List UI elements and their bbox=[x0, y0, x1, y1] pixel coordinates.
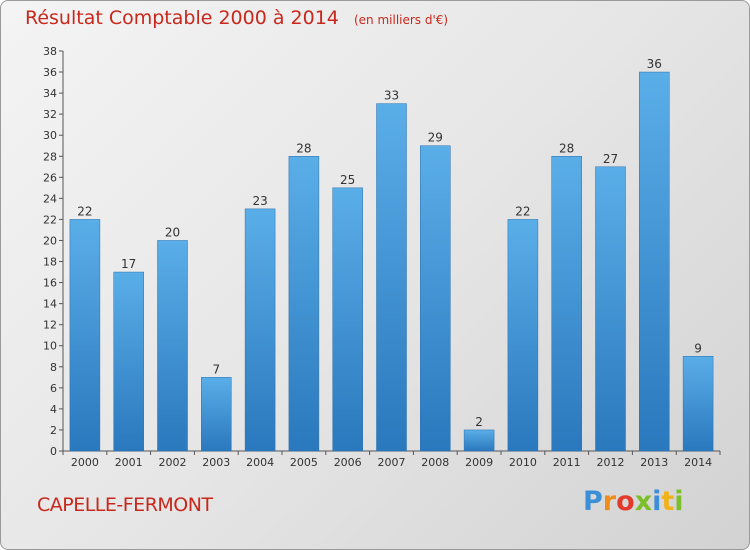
x-tick-label: 2010 bbox=[509, 456, 537, 469]
y-tick-label: 36 bbox=[43, 66, 57, 79]
x-tick-label: 2001 bbox=[115, 456, 143, 469]
proxiti-logo[interactable]: Proxiti bbox=[583, 486, 684, 517]
x-tick-label: 2013 bbox=[640, 456, 668, 469]
bar[interactable] bbox=[420, 145, 451, 452]
logo-letter: x bbox=[634, 486, 653, 517]
bar-value-label: 33 bbox=[384, 89, 399, 103]
bar-value-label: 27 bbox=[603, 152, 618, 166]
bar[interactable] bbox=[551, 156, 582, 452]
bar-value-label: 23 bbox=[252, 194, 267, 208]
y-tick-label: 20 bbox=[43, 234, 57, 247]
bar-value-label: 29 bbox=[428, 131, 443, 145]
x-tick-label: 2007 bbox=[378, 456, 406, 469]
bar-value-label: 28 bbox=[559, 141, 574, 155]
logo-letter: i bbox=[652, 486, 662, 517]
chart-title-unit: (en milliers d'€) bbox=[353, 13, 449, 27]
y-tick-label: 8 bbox=[50, 361, 57, 374]
bar[interactable] bbox=[201, 377, 232, 452]
y-tick-label: 6 bbox=[50, 382, 57, 395]
bar[interactable] bbox=[682, 356, 714, 452]
bar[interactable] bbox=[595, 166, 626, 452]
bar-value-label: 36 bbox=[647, 57, 662, 71]
y-tick-label: 2 bbox=[50, 424, 57, 437]
y-tick-label: 28 bbox=[43, 150, 57, 163]
logo-letter: P bbox=[583, 486, 603, 517]
x-tick-label: 2014 bbox=[684, 456, 712, 469]
y-tick-label: 0 bbox=[50, 445, 57, 458]
bar-value-label: 22 bbox=[515, 204, 530, 218]
bar[interactable] bbox=[244, 208, 276, 452]
bar-value-label: 7 bbox=[212, 362, 220, 376]
chart-title: Résultat Comptable 2000 à 2014 (en milli… bbox=[25, 7, 448, 29]
y-tick-label: 14 bbox=[43, 298, 57, 311]
x-tick-label: 2009 bbox=[465, 456, 493, 469]
y-tick-label: 10 bbox=[43, 340, 57, 353]
bar[interactable] bbox=[288, 156, 320, 452]
y-tick-label: 26 bbox=[43, 171, 57, 184]
y-tick-label: 16 bbox=[43, 277, 57, 290]
bar[interactable] bbox=[507, 219, 539, 452]
x-tick-label: 2005 bbox=[290, 456, 318, 469]
x-tick-label: 2011 bbox=[553, 456, 581, 469]
bar-value-label: 22 bbox=[77, 204, 92, 218]
y-tick-label: 18 bbox=[43, 256, 57, 269]
x-tick-label: 2012 bbox=[597, 456, 625, 469]
x-tick-label: 2003 bbox=[202, 456, 230, 469]
y-tick-label: 38 bbox=[43, 45, 57, 58]
bar-value-label: 17 bbox=[121, 257, 136, 271]
bar[interactable] bbox=[113, 271, 144, 452]
x-tick-label: 2002 bbox=[159, 456, 187, 469]
x-tick-label: 2004 bbox=[246, 456, 274, 469]
y-tick-label: 4 bbox=[50, 403, 57, 416]
x-tick-label: 2000 bbox=[71, 456, 99, 469]
bar[interactable] bbox=[332, 187, 363, 452]
bar-value-label: 2 bbox=[475, 415, 483, 429]
bar[interactable] bbox=[69, 219, 101, 452]
y-tick-label: 30 bbox=[43, 129, 57, 142]
chart-title-main: Résultat Comptable 2000 à 2014 bbox=[25, 7, 339, 29]
bar-value-label: 9 bbox=[694, 341, 702, 355]
bar[interactable] bbox=[376, 103, 407, 452]
logo-letter: r bbox=[602, 486, 617, 517]
y-tick-label: 32 bbox=[43, 108, 57, 121]
logo-letter: o bbox=[616, 486, 635, 517]
bar-value-label: 25 bbox=[340, 173, 355, 187]
x-tick-label: 2006 bbox=[334, 456, 362, 469]
y-tick-label: 24 bbox=[43, 192, 57, 205]
x-tick-label: 2008 bbox=[421, 456, 449, 469]
bar[interactable] bbox=[463, 429, 495, 452]
bar[interactable] bbox=[639, 71, 670, 452]
y-tick-label: 34 bbox=[43, 87, 57, 100]
logo-letter: i bbox=[674, 486, 684, 517]
logo-letter: t bbox=[661, 486, 675, 517]
commune-name: CAPELLE-FERMONT bbox=[37, 494, 213, 516]
bar-value-label: 28 bbox=[296, 141, 311, 155]
y-tick-label: 22 bbox=[43, 213, 57, 226]
bar[interactable] bbox=[157, 240, 188, 452]
y-tick-label: 12 bbox=[43, 319, 57, 332]
bar-value-label: 20 bbox=[165, 225, 180, 239]
